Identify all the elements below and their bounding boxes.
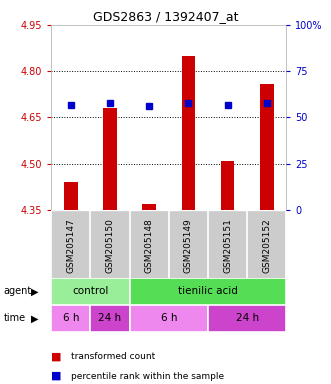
Bar: [260, 84, 274, 210]
Bar: [130, 278, 286, 305]
Text: time: time: [3, 313, 25, 323]
Bar: [130, 305, 208, 332]
Text: ■: ■: [51, 371, 62, 381]
Bar: [51, 278, 130, 305]
Text: GSM205152: GSM205152: [262, 218, 271, 273]
Bar: [64, 182, 78, 210]
Text: GSM205147: GSM205147: [67, 218, 75, 273]
Text: GSM205150: GSM205150: [106, 218, 115, 273]
Text: GSM205149: GSM205149: [184, 218, 193, 273]
Bar: [51, 305, 90, 332]
Text: tienilic acid: tienilic acid: [178, 286, 238, 296]
Text: 6 h: 6 h: [161, 313, 177, 323]
Text: control: control: [72, 286, 109, 296]
Text: 24 h: 24 h: [99, 313, 121, 323]
Text: GSM205151: GSM205151: [223, 218, 232, 273]
Text: percentile rank within the sample: percentile rank within the sample: [71, 372, 224, 381]
Text: ▶: ▶: [31, 313, 39, 323]
Bar: [90, 305, 130, 332]
Text: GSM205148: GSM205148: [145, 218, 154, 273]
Text: agent: agent: [3, 286, 31, 296]
Text: GDS2863 / 1392407_at: GDS2863 / 1392407_at: [93, 10, 238, 23]
Text: ▶: ▶: [31, 286, 39, 296]
Bar: [103, 108, 117, 210]
Text: transformed count: transformed count: [71, 353, 156, 361]
Text: 24 h: 24 h: [236, 313, 259, 323]
Bar: [142, 204, 156, 210]
Bar: [208, 305, 286, 332]
Bar: [221, 161, 234, 210]
Bar: [181, 56, 195, 210]
Text: ■: ■: [51, 352, 62, 362]
Text: 6 h: 6 h: [63, 313, 79, 323]
